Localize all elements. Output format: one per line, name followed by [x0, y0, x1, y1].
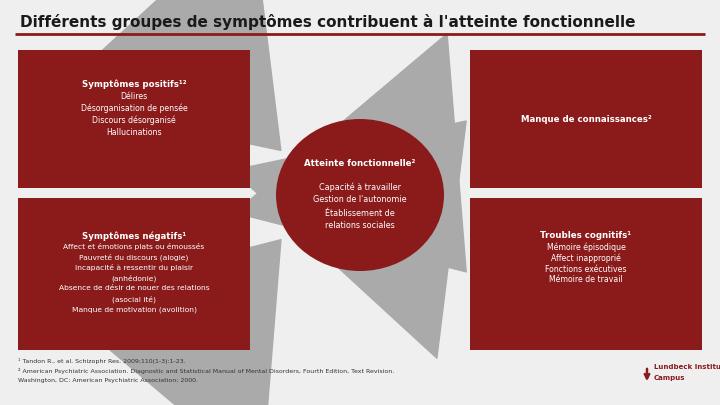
- Text: Affect inapproprié: Affect inapproprié: [551, 253, 621, 263]
- Ellipse shape: [276, 119, 444, 271]
- Text: Délires: Délires: [120, 92, 148, 101]
- Text: ² American Psychiatric Association. Diagnostic and Statistical Manual of Mental : ² American Psychiatric Association. Diag…: [18, 368, 395, 374]
- Text: Absence de désir de nouer des relations: Absence de désir de nouer des relations: [59, 286, 210, 292]
- Text: Atteinte fonctionnelle²: Atteinte fonctionnelle²: [305, 158, 415, 168]
- Bar: [470, 198, 702, 350]
- Text: Discours désorganisé: Discours désorganisé: [92, 116, 176, 125]
- Text: Mémoire de travail: Mémoire de travail: [549, 275, 623, 284]
- Text: Symptômes positifs¹²: Symptômes positifs¹²: [81, 80, 186, 89]
- Text: Symptômes négatifs¹: Symptômes négatifs¹: [82, 231, 186, 241]
- Text: Incapacité à ressentir du plaisir: Incapacité à ressentir du plaisir: [75, 264, 193, 271]
- Text: Campus: Campus: [654, 375, 685, 381]
- Bar: [18, 50, 250, 188]
- Text: Pauvreté du discours (alogie): Pauvreté du discours (alogie): [79, 253, 189, 261]
- Text: Gestion de l'autonomie: Gestion de l'autonomie: [313, 196, 407, 205]
- Text: Manque de motivation (avolition): Manque de motivation (avolition): [71, 306, 197, 313]
- Text: Capacité à travailler: Capacité à travailler: [319, 182, 401, 192]
- Text: (anhédonie): (anhédonie): [112, 274, 157, 282]
- Text: Troubles cognitifs¹: Troubles cognitifs¹: [541, 232, 631, 241]
- Text: (asocial ité): (asocial ité): [112, 295, 156, 303]
- Text: Affect et émotions plats ou émoussés: Affect et émotions plats ou émoussés: [63, 243, 204, 250]
- Bar: [470, 50, 702, 188]
- Text: Mémoire épisodique: Mémoire épisodique: [546, 242, 626, 252]
- Bar: [18, 198, 250, 350]
- Text: Hallucinations: Hallucinations: [106, 128, 162, 137]
- Text: Manque de connaissances²: Manque de connaissances²: [521, 115, 652, 124]
- Text: Désorganisation de pensée: Désorganisation de pensée: [81, 104, 187, 113]
- Text: Washington, DC: American Psychiatric Association; 2000.: Washington, DC: American Psychiatric Ass…: [18, 378, 198, 383]
- Text: Différents groupes de symptômes contribuent à l'atteinte fonctionnelle: Différents groupes de symptômes contribu…: [20, 14, 636, 30]
- Text: ¹ Tandon R., et al. Schizophr Res. 2009;110(1-3):1-23.: ¹ Tandon R., et al. Schizophr Res. 2009;…: [18, 358, 186, 364]
- Text: Fonctions exécutives: Fonctions exécutives: [545, 264, 626, 273]
- Text: relations sociales: relations sociales: [325, 222, 395, 230]
- Text: Établissement de: Établissement de: [325, 209, 395, 217]
- Text: Lundbeck Institute: Lundbeck Institute: [654, 364, 720, 370]
